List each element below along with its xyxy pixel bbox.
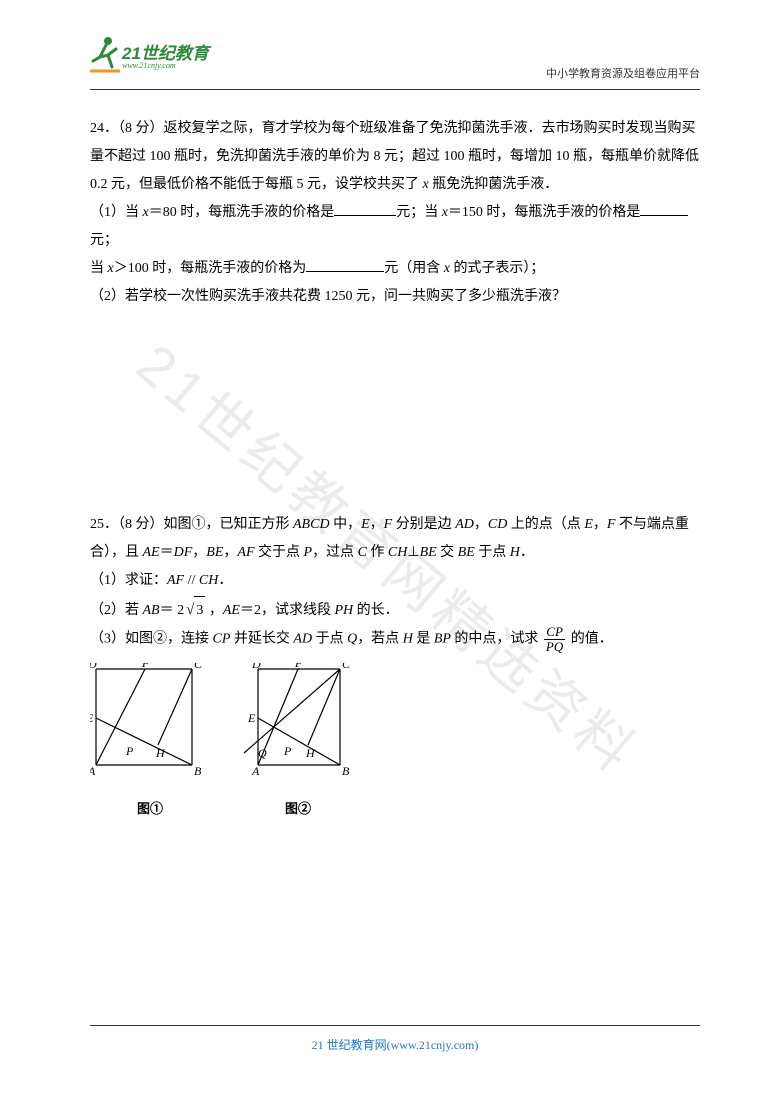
- q24-part2: （2）若学校一次性购买洗手液共花费 1250 元，问一共购买了多少瓶洗手液？: [90, 283, 700, 311]
- q25-line2: 合），且 AE＝DF，BE，AF 交于点 P，过点 C 作 CH⊥BE 交 BE…: [90, 539, 700, 567]
- svg-text:P: P: [125, 744, 134, 758]
- svg-text:F: F: [141, 663, 150, 670]
- figure-1-label: 图①: [90, 796, 210, 822]
- runner-icon: [90, 35, 120, 73]
- figures-row: ABCDEFPH 图① ABCDEFPHQ 图②: [90, 663, 700, 822]
- svg-text:A: A: [90, 764, 96, 778]
- geometry-figure-1: A B C D E F P H: [90, 663, 210, 781]
- svg-text:H: H: [155, 746, 166, 760]
- page-header: 21世纪教育 www.21cnjy.com 中小学教育资源及组卷应用平台: [90, 40, 700, 90]
- q25: 25．（8 分）如图①，已知正方形 ABCD 中，E，F 分别是边 AD，CD …: [90, 511, 700, 822]
- logo: 21世纪教育 www.21cnjy.com: [90, 35, 230, 80]
- svg-text:P: P: [283, 744, 292, 758]
- svg-text:B: B: [194, 764, 202, 778]
- q24-part1b: 当 x＞100 时，每瓶洗手液的价格为元（用含 x 的式子表示）；: [90, 255, 700, 283]
- footer-text: 21 世纪教育网(www.21cnjy.com): [312, 1038, 479, 1052]
- svg-text:Q: Q: [258, 746, 267, 760]
- geometry-figure-2: A B C D E F PH Q: [238, 663, 358, 781]
- figure-1: A B C D E F P H 图①: [90, 663, 210, 822]
- svg-text:C: C: [194, 663, 203, 671]
- svg-text:D: D: [251, 663, 261, 671]
- q25-part1: （1）求证：AF // CH．: [90, 567, 700, 595]
- blank-2: [640, 202, 688, 216]
- svg-text:B: B: [342, 764, 350, 778]
- svg-text:H: H: [305, 746, 316, 760]
- figure-2-label: 图②: [238, 796, 358, 822]
- q24-line3: 0.2 元，但最低价格不能低于每瓶 5 元，设学校共买了 x 瓶免洗抑菌洗手液．: [90, 171, 700, 199]
- svg-text:F: F: [294, 663, 303, 670]
- svg-text:A: A: [251, 764, 260, 778]
- svg-text:C: C: [342, 663, 351, 671]
- q25-part3: （3）如图②，连接 CP 并延长交 AD 于点 Q，若点 H 是 BP 的中点，…: [90, 625, 700, 653]
- q25-part2: （2）若 AB＝ 23 ，AE＝2，试求线段 PH 的长．: [90, 595, 700, 625]
- logo-subtext: www.21cnjy.com: [122, 61, 176, 70]
- svg-text:E: E: [90, 711, 94, 725]
- q24-line2: 量不超过 100 瓶时，免洗抑菌洗手液的单价为 8 元；超过 100 瓶时，每增…: [90, 143, 700, 171]
- q24-stem: 24．（8 分）返校复学之际，育才学校为每个班级准备了免洗抑菌洗手液．去市场购买…: [90, 115, 700, 143]
- svg-text:E: E: [247, 711, 256, 725]
- q25-stem: 25．（8 分）如图①，已知正方形 ABCD 中，E，F 分别是边 AD，CD …: [90, 511, 700, 539]
- blank-1: [334, 202, 396, 216]
- q24-part1: （1）当 x＝80 时，每瓶洗手液的价格是元；当 x＝150 时，每瓶洗手液的价…: [90, 199, 700, 255]
- fraction-cp-pq: CPPQ: [544, 625, 565, 653]
- page-footer: 21 世纪教育网(www.21cnjy.com): [90, 1025, 700, 1053]
- svg-text:D: D: [90, 663, 97, 671]
- header-right-text: 中小学教育资源及组卷应用平台: [546, 65, 700, 81]
- blank-3: [306, 258, 384, 272]
- content: 24．（8 分）返校复学之际，育才学校为每个班级准备了免洗抑菌洗手液．去市场购买…: [90, 115, 700, 822]
- figure-2: A B C D E F PH Q 图②: [238, 663, 358, 822]
